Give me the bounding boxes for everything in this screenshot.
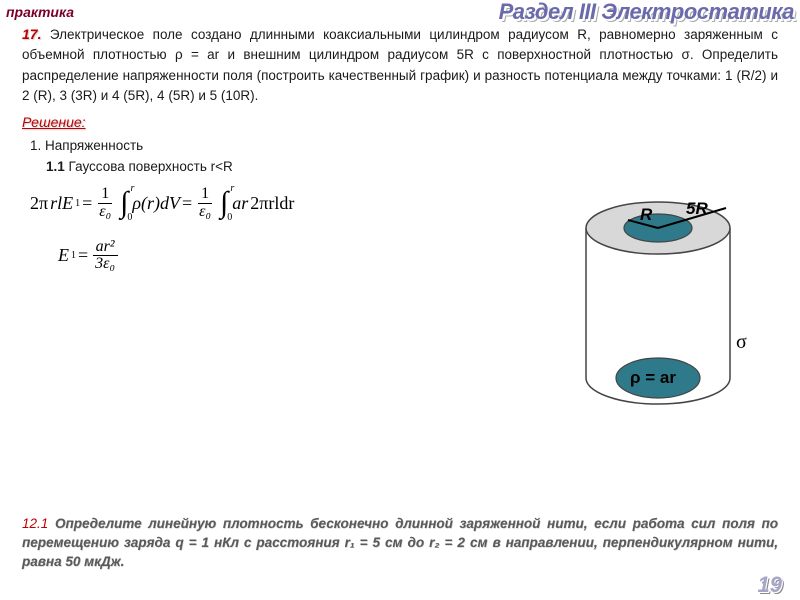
cylinder-svg: R 5R ρ = ar σ xyxy=(548,190,768,420)
svg-text:R: R xyxy=(640,205,653,224)
section-title: Раздел III Электростатика xyxy=(499,0,794,25)
f1-sub: 1 xyxy=(75,198,80,209)
f1-eq: = xyxy=(82,193,92,214)
page-number: 19 xyxy=(758,572,782,598)
svg-text:ρ = ar: ρ = ar xyxy=(630,368,676,387)
f1-integrand2b: 2πrldr xyxy=(250,193,294,214)
f1-integrand1: ρ(r)dV xyxy=(132,193,180,214)
svg-text:5R: 5R xyxy=(686,199,708,218)
f1-pre: 2π xyxy=(30,193,48,214)
cylinder-diagram: R 5R ρ = ar σ xyxy=(548,190,768,420)
svg-text:σ: σ xyxy=(736,331,747,353)
step-1: 1. Напряженность xyxy=(30,138,778,153)
f2-eq: = xyxy=(78,245,88,266)
step-1-1-text: Гауссова поверхность r<R xyxy=(65,159,233,174)
practice-label: практика xyxy=(6,4,74,20)
f2-frac: ar² 3ε₀ xyxy=(92,239,118,274)
bottom-text: Определите линейную плотность бесконечно… xyxy=(22,516,778,569)
f1-frac1: 1 ε₀ xyxy=(96,186,114,221)
problem-statement: 17. Электрическое поле создано длинными … xyxy=(22,24,778,106)
f1-integrand2a: ar xyxy=(232,193,248,214)
problem-number: 17. xyxy=(22,26,41,42)
problem-body: Электрическое поле создано длинными коак… xyxy=(22,27,778,103)
f1-frac2: 1 ε₀ xyxy=(196,186,214,221)
integral-icon: ∫r0 xyxy=(120,186,128,220)
step-1-1: 1.1 Гауссова поверхность r<R xyxy=(46,159,778,174)
f2-lhs: E xyxy=(58,245,69,266)
step-1-1-num: 1.1 xyxy=(46,159,65,174)
bottom-problem: 12.1 Определите линейную плотность беско… xyxy=(22,515,778,572)
bottom-lead: 12.1 xyxy=(22,516,55,531)
f1-eq2: = xyxy=(182,193,192,214)
f2-sub: 1 xyxy=(71,250,76,261)
solution-heading: Решение: xyxy=(22,114,778,130)
f1-var: rlE xyxy=(50,193,73,214)
integral-icon: ∫r0 xyxy=(220,186,228,220)
